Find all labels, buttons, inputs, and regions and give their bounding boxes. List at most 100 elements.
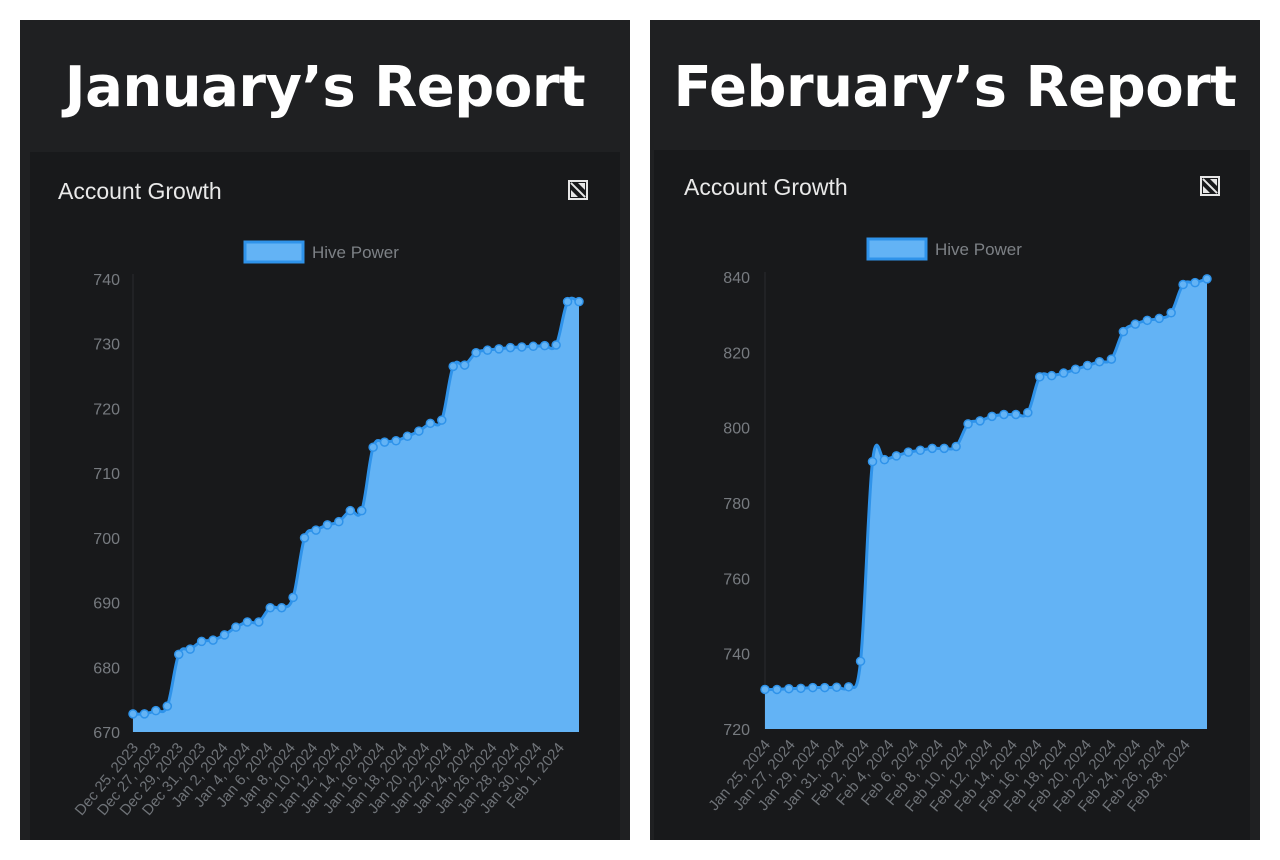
y-tick-label: 730 — [93, 337, 120, 354]
february-report-panel: February’s Report Account Growth Hive Po… — [650, 20, 1260, 840]
data-point[interactable] — [1178, 279, 1188, 290]
data-point[interactable] — [1190, 277, 1200, 288]
data-point[interactable] — [1011, 409, 1021, 420]
data-point[interactable] — [128, 709, 138, 719]
data-point[interactable] — [939, 443, 949, 454]
data-point[interactable] — [505, 342, 516, 353]
data-point[interactable] — [1106, 354, 1117, 364]
data-point[interactable] — [808, 682, 818, 693]
data-point[interactable] — [796, 683, 806, 694]
data-point[interactable] — [772, 684, 782, 695]
data-point[interactable] — [231, 622, 241, 632]
data-point[interactable] — [1142, 315, 1153, 326]
data-point[interactable] — [1130, 319, 1141, 329]
y-tick-label: 680 — [93, 660, 120, 677]
data-point[interactable] — [517, 342, 527, 352]
data-point[interactable] — [975, 416, 985, 426]
data-point[interactable] — [574, 296, 584, 307]
data-point[interactable] — [185, 644, 195, 654]
data-point[interactable] — [437, 415, 447, 425]
data-point[interactable] — [562, 296, 573, 307]
data-point[interactable] — [139, 709, 150, 719]
data-point[interactable] — [999, 409, 1009, 420]
data-point[interactable] — [162, 701, 173, 711]
expand-icon[interactable] — [1200, 176, 1220, 196]
data-point[interactable] — [368, 442, 378, 453]
data-point[interactable] — [1118, 326, 1129, 337]
data-point[interactable] — [1023, 407, 1033, 418]
expand-icon[interactable] — [568, 180, 588, 200]
account-growth-card: Account Growth Hive Power 670 680 690 700 710… — [30, 152, 620, 840]
data-point[interactable] — [1035, 372, 1045, 382]
data-point[interactable] — [915, 445, 926, 456]
data-point[interactable] — [1058, 368, 1069, 378]
data-point[interactable] — [843, 682, 854, 692]
data-point[interactable] — [459, 360, 470, 370]
legend[interactable]: Hive Power — [866, 237, 1022, 261]
data-point[interactable] — [1046, 370, 1057, 381]
data-point[interactable] — [402, 431, 413, 442]
legend-swatch — [243, 240, 305, 264]
data-point[interactable] — [831, 682, 842, 692]
y-tick-label: 710 — [93, 466, 120, 483]
data-point[interactable] — [963, 419, 973, 429]
data-point[interactable] — [379, 437, 390, 447]
data-point[interactable] — [254, 617, 264, 627]
data-point[interactable] — [819, 682, 830, 693]
data-point[interactable] — [1166, 308, 1176, 318]
series-line — [132, 296, 580, 716]
data-point[interactable] — [299, 533, 310, 543]
data-point[interactable] — [987, 411, 997, 422]
data-point[interactable] — [482, 345, 493, 355]
data-point[interactable] — [855, 656, 866, 666]
data-point[interactable] — [196, 636, 207, 647]
data-point[interactable] — [425, 418, 436, 429]
february-report-title: February’s Report — [673, 55, 1237, 120]
legend[interactable]: Hive Power — [243, 240, 399, 264]
data-point[interactable] — [322, 520, 333, 530]
data-point[interactable] — [1082, 360, 1093, 371]
data-point[interactable] — [448, 361, 458, 372]
data-point[interactable] — [471, 348, 481, 358]
data-point[interactable] — [356, 505, 367, 516]
data-point[interactable] — [288, 592, 298, 603]
y-tick-label: 820 — [723, 345, 750, 362]
card-title: Account Growth — [684, 174, 848, 200]
data-point[interactable] — [219, 630, 230, 640]
data-point[interactable] — [1070, 364, 1081, 375]
y-tick-label: 670 — [93, 725, 120, 742]
y-tick-label: 690 — [93, 596, 120, 613]
data-point[interactable] — [879, 454, 890, 465]
data-point[interactable] — [345, 505, 356, 516]
data-point[interactable] — [760, 684, 770, 695]
data-point[interactable] — [528, 341, 539, 352]
data-point[interactable] — [951, 441, 961, 452]
data-point[interactable] — [1202, 274, 1212, 284]
january-report-panel: January’s Report Account Growth Hive Pow… — [20, 20, 630, 840]
data-point[interactable] — [891, 451, 902, 461]
data-point[interactable] — [242, 617, 253, 627]
data-point[interactable] — [494, 344, 504, 354]
data-point[interactable] — [414, 426, 424, 436]
data-point[interactable] — [867, 456, 878, 467]
y-tick-label: 780 — [723, 496, 750, 513]
card-title: Account Growth — [58, 178, 222, 204]
data-point[interactable] — [784, 683, 794, 694]
data-point[interactable] — [551, 340, 561, 350]
data-point[interactable] — [903, 447, 914, 457]
data-point[interactable] — [1094, 357, 1105, 367]
data-point[interactable] — [334, 516, 344, 527]
data-point[interactable] — [276, 602, 287, 613]
data-point[interactable] — [173, 649, 184, 660]
data-point[interactable] — [151, 705, 161, 716]
data-point[interactable] — [208, 635, 218, 645]
data-point[interactable] — [265, 602, 275, 613]
y-tick-label: 740 — [93, 272, 120, 289]
data-point[interactable] — [1154, 313, 1164, 324]
data-point[interactable] — [391, 436, 401, 446]
data-point[interactable] — [927, 443, 937, 454]
y-tick-label: 700 — [93, 531, 120, 548]
data-point[interactable] — [311, 525, 321, 535]
data-point[interactable] — [539, 340, 550, 351]
